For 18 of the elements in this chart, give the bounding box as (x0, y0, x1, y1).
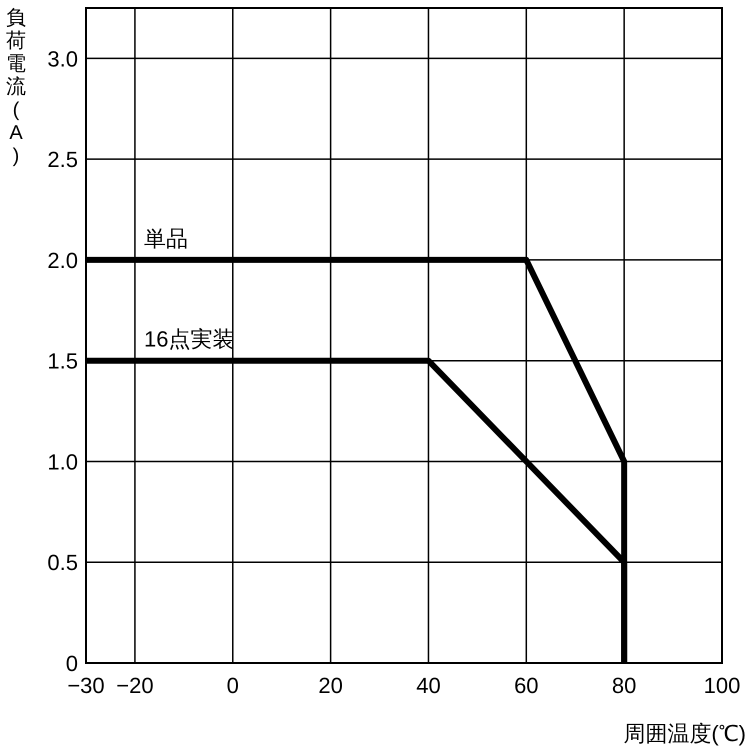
x-tick-label: 60 (514, 673, 539, 698)
y-tick-label: 3.0 (47, 46, 78, 72)
y-tick-label: 0 (66, 651, 78, 676)
y-axis-title: 負荷電流(A) (6, 7, 26, 167)
x-tick-label: 0 (226, 673, 239, 698)
x-tick-label: 20 (318, 673, 343, 698)
x-tick-label: −30 (67, 673, 105, 698)
x-tick-label: 100 (704, 673, 740, 698)
series-label: 単品 (144, 226, 188, 251)
x-tick-label: 80 (612, 673, 636, 698)
x-tick-label: 40 (416, 673, 441, 698)
x-tick-label: −20 (116, 673, 154, 698)
y-tick-label: 2.0 (47, 248, 78, 273)
y-tick-label: 2.5 (47, 147, 78, 172)
y-tick-label: 0.5 (47, 550, 78, 576)
y-tick-label: 1.5 (47, 348, 78, 374)
x-axis-title: 周囲温度(℃) (623, 721, 746, 746)
y-tick-label: 1.0 (47, 449, 78, 474)
